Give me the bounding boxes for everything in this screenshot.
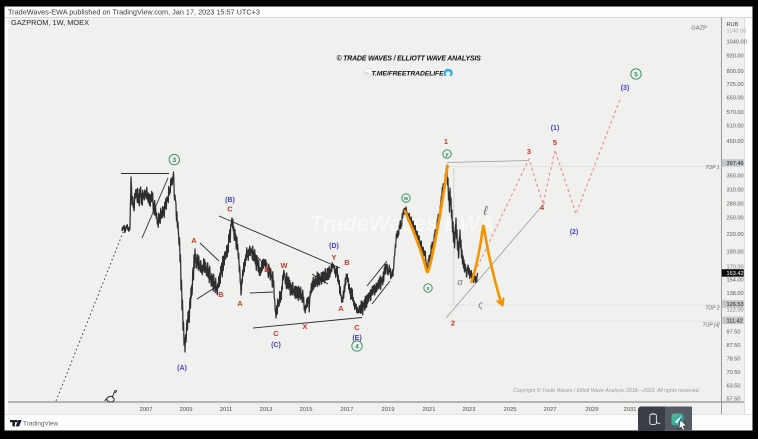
svg-text:450.00: 450.00 — [727, 139, 744, 145]
svg-text:3: 3 — [172, 157, 176, 164]
svg-text:63.50: 63.50 — [727, 384, 741, 390]
svg-text:4: 4 — [540, 203, 545, 212]
svg-text:1040.00: 1040.00 — [727, 40, 747, 46]
svg-text:2019: 2019 — [382, 407, 395, 413]
svg-text:Y: Y — [331, 253, 336, 262]
svg-text:138.00: 138.00 — [727, 291, 744, 297]
svg-text:TradingView: TradingView — [23, 421, 59, 428]
svg-text:(D): (D) — [329, 243, 339, 250]
svg-text:ς: ς — [478, 300, 483, 311]
svg-text:2021: 2021 — [423, 407, 436, 413]
svg-text:© TRADE WAVES / ELLIOTT WAVE A: © TRADE WAVES / ELLIOTT WAVE ANALYSIS — [336, 55, 481, 63]
svg-text:GAZPROM, 1W, MOEX: GAZPROM, 1W, MOEX — [11, 18, 89, 27]
svg-text:(3): (3) — [621, 85, 630, 92]
svg-text:TOP [4]: TOP [4] — [703, 322, 721, 328]
svg-text:920.00: 920.00 — [727, 54, 744, 60]
svg-text:(1): (1) — [551, 125, 560, 132]
svg-text:111.42: 111.42 — [727, 318, 743, 324]
svg-text:57.50: 57.50 — [727, 397, 741, 403]
svg-text:163.42: 163.42 — [727, 271, 744, 277]
svg-text:x: x — [426, 286, 430, 292]
svg-text:W: W — [280, 261, 288, 270]
svg-text:310.00: 310.00 — [727, 188, 744, 194]
svg-text:2031: 2031 — [624, 407, 637, 413]
svg-text:510.00: 510.00 — [727, 124, 744, 130]
svg-text:C: C — [227, 205, 233, 214]
svg-text:2025: 2025 — [504, 407, 517, 413]
svg-text:280.00: 280.00 — [727, 202, 744, 208]
svg-text:3: 3 — [527, 147, 531, 156]
svg-text:(2): (2) — [570, 229, 579, 236]
svg-text:T.ME/FREETRADELIFE: T.ME/FREETRADELIFE — [371, 70, 444, 77]
svg-text:190.00: 190.00 — [727, 250, 744, 256]
svg-text:TOP 1: TOP 1 — [705, 165, 719, 171]
svg-text:725.00: 725.00 — [727, 82, 744, 88]
svg-text:X: X — [302, 322, 307, 331]
svg-text:B: B — [264, 265, 270, 274]
svg-text:w: w — [403, 196, 409, 202]
svg-text:GAZP: GAZP — [691, 26, 707, 32]
svg-text:2: 2 — [451, 319, 455, 328]
svg-text:397.46: 397.46 — [727, 161, 744, 167]
svg-text:C: C — [354, 323, 360, 332]
svg-text:70.50: 70.50 — [727, 370, 741, 376]
svg-text:5: 5 — [553, 138, 557, 147]
svg-text:170.00: 170.00 — [727, 265, 744, 271]
svg-text:570.00: 570.00 — [727, 110, 744, 116]
svg-text:ℓ: ℓ — [483, 203, 488, 218]
svg-text:154.00: 154.00 — [727, 278, 744, 284]
svg-text:RUB: RUB — [727, 22, 739, 28]
svg-text:A: A — [191, 236, 197, 245]
svg-text:(A): (A) — [177, 365, 187, 372]
svg-text:1: 1 — [444, 137, 448, 146]
svg-text:(C): (C) — [271, 342, 281, 349]
svg-text:A: A — [338, 304, 344, 313]
svg-text:800.00: 800.00 — [727, 69, 744, 75]
svg-text:220.00: 220.00 — [727, 232, 744, 238]
svg-text:97.50: 97.50 — [727, 330, 741, 336]
svg-text:C: C — [273, 329, 279, 338]
svg-text:1140.00: 1140.00 — [727, 29, 747, 35]
svg-text:350.00: 350.00 — [727, 174, 744, 180]
svg-text:2009: 2009 — [180, 407, 193, 413]
svg-text:2013: 2013 — [260, 407, 273, 413]
svg-text:2011: 2011 — [220, 407, 232, 413]
svg-text:126.53: 126.53 — [727, 302, 744, 308]
svg-text:2023: 2023 — [463, 407, 476, 413]
svg-text:y: y — [445, 152, 449, 158]
svg-text:(B): (B) — [225, 197, 235, 204]
svg-text:122.00: 122.00 — [727, 308, 744, 314]
svg-text:α: α — [457, 277, 463, 287]
svg-text:2007: 2007 — [140, 407, 153, 413]
svg-text:Copyright © Trade Waves / Elli: Copyright © Trade Waves / Elliott Wave A… — [513, 387, 700, 394]
svg-text:2015: 2015 — [300, 407, 313, 413]
svg-text:2017: 2017 — [341, 407, 354, 413]
svg-text:87.50: 87.50 — [727, 343, 741, 349]
svg-text:5: 5 — [634, 71, 638, 78]
svg-text:650.00: 650.00 — [727, 96, 744, 102]
svg-text:A: A — [237, 299, 243, 308]
svg-text:250.00: 250.00 — [727, 216, 744, 222]
svg-text:B: B — [344, 258, 350, 267]
svg-text:78.50: 78.50 — [727, 357, 741, 363]
svg-text:2027: 2027 — [544, 407, 557, 413]
svg-text:(E): (E) — [352, 335, 361, 342]
svg-text:B: B — [218, 290, 224, 299]
svg-text:TradeWaves-EWA published on Tr: TradeWaves-EWA published on TradingView.… — [8, 7, 260, 16]
svg-text:2029: 2029 — [586, 407, 599, 413]
svg-text:TOP 2: TOP 2 — [705, 305, 719, 311]
svg-text:4: 4 — [355, 343, 359, 350]
